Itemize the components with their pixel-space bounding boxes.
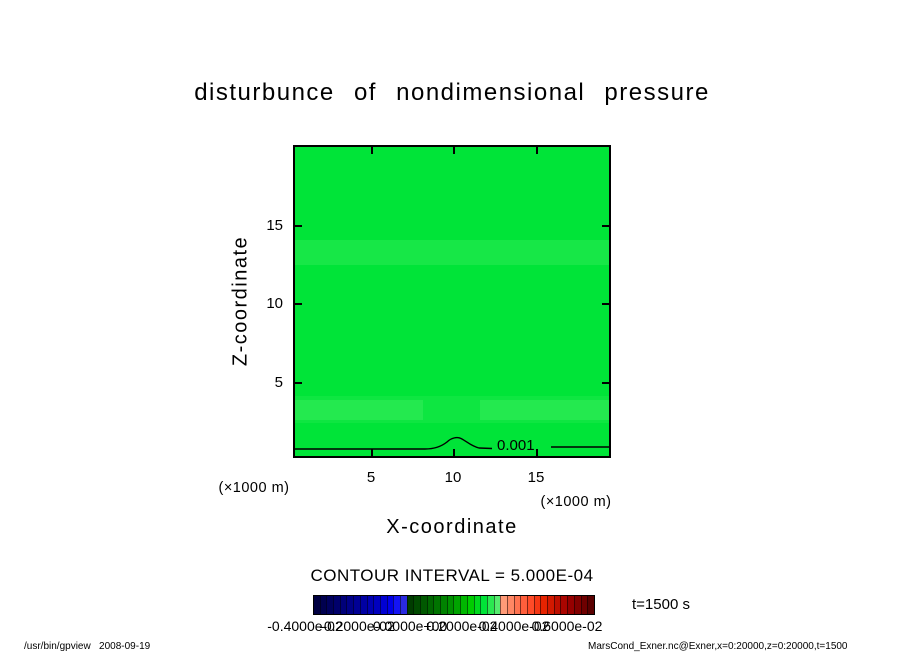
colorbar-segment xyxy=(527,596,534,614)
colorbar-segment xyxy=(333,596,340,614)
colorbar-segment xyxy=(346,596,354,614)
field-band-upper xyxy=(295,240,609,265)
footer-dataset-info: MarsCond_Exner.nc@Exner,x=0:20000,z=0:20… xyxy=(588,641,848,652)
colorbar-segment xyxy=(573,596,581,614)
colorbar-tick-label-2: 0.0000e+00 xyxy=(372,618,448,634)
colorbar-segment xyxy=(560,596,568,614)
axis-tick-bottom-10 xyxy=(453,449,455,456)
colorbar-segment xyxy=(580,596,588,614)
colorbar-segment xyxy=(506,596,514,614)
colorbar-tick-label-3: 0.2000e-02 xyxy=(426,618,498,634)
y-axis-unit-label: (×1000 m) xyxy=(218,480,290,496)
y-tick-label-15: 15 xyxy=(266,217,283,234)
colorbar-tick-label-0: -0.4000e-02 xyxy=(267,618,343,634)
colorbar-segment xyxy=(446,596,454,614)
axis-tick-left-10 xyxy=(295,303,302,305)
x-axis-unit-label: (×1000 m) xyxy=(540,494,612,510)
axis-tick-right-10 xyxy=(602,303,609,305)
colorbar-segment xyxy=(433,596,441,614)
colorbar-segment xyxy=(373,596,380,614)
colorbar-segment xyxy=(314,596,320,614)
time-label: t=1500 s xyxy=(632,596,690,613)
x-tick-label-15: 15 xyxy=(527,469,545,486)
colorbar-segment xyxy=(553,596,561,614)
colorbar-segment xyxy=(379,596,387,614)
axis-tick-top-15 xyxy=(536,147,538,154)
colorbar-segment xyxy=(500,596,507,614)
axis-tick-top-10 xyxy=(453,147,455,154)
chart-title: disturbunce of nondimensional pressure xyxy=(194,79,710,106)
contour-line-label: 0.001 xyxy=(497,437,535,454)
colorbar-segment xyxy=(540,596,548,614)
x-tick-label-5: 5 xyxy=(366,469,376,486)
colorbar-segment xyxy=(319,596,327,614)
colorbar-segment xyxy=(359,596,367,614)
colorbar-segment xyxy=(440,596,447,614)
axis-tick-left-15 xyxy=(295,225,302,227)
colorbar-segment xyxy=(520,596,527,614)
colorbar-segment xyxy=(353,596,360,614)
x-axis-title: X-coordinate xyxy=(386,516,518,538)
colorbar-segment xyxy=(480,596,487,614)
axis-tick-bottom-5 xyxy=(371,449,373,456)
plot-area: 0.001 xyxy=(293,145,611,458)
colorbar-segment xyxy=(493,596,501,614)
colorbar-segment xyxy=(339,596,347,614)
colorbar-segment xyxy=(426,596,434,614)
axis-tick-top-5 xyxy=(371,147,373,154)
footer-command-date: /usr/bin/gpview 2008-09-19 xyxy=(24,641,151,652)
colorbar-segment xyxy=(533,596,541,614)
colorbar-segment xyxy=(473,596,481,614)
axis-tick-right-5 xyxy=(602,382,609,384)
colorbar-segment xyxy=(587,596,594,614)
colorbar xyxy=(313,595,595,615)
colorbar-segment xyxy=(567,596,574,614)
colorbar-segment xyxy=(326,596,334,614)
colorbar-segment xyxy=(386,596,394,614)
colorbar-segment xyxy=(547,596,554,614)
field-band-lower-left xyxy=(295,400,423,420)
contour-interval-text: CONTOUR INTERVAL = 5.000E-04 xyxy=(310,566,594,585)
y-tick-label-10: 10 xyxy=(266,295,283,312)
colorbar-segment xyxy=(420,596,427,614)
field-band-lower-right xyxy=(480,400,609,420)
colorbar-segment xyxy=(406,596,414,614)
y-tick-label-5: 5 xyxy=(274,374,283,391)
colorbar-segment xyxy=(399,596,407,614)
colorbar-tick-label-4: 0.4000e-02 xyxy=(478,618,550,634)
colorbar-segment xyxy=(413,596,420,614)
colorbar-tick-label-5: 0.6000e-02 xyxy=(531,618,603,634)
axis-tick-bottom-15 xyxy=(536,449,538,456)
axis-tick-right-15 xyxy=(602,225,609,227)
colorbar-segment xyxy=(460,596,467,614)
colorbar-tick-label-1: -0.2000e-02 xyxy=(319,618,395,634)
colorbar-segment xyxy=(486,596,494,614)
colorbar-segment xyxy=(466,596,474,614)
colorbar-segment xyxy=(453,596,461,614)
axis-tick-left-5 xyxy=(295,382,302,384)
colorbar-segment xyxy=(366,596,374,614)
colorbar-segment xyxy=(393,596,400,614)
colorbar-segment xyxy=(513,596,521,614)
x-tick-label-10: 10 xyxy=(444,469,462,486)
contour-line xyxy=(295,436,609,450)
